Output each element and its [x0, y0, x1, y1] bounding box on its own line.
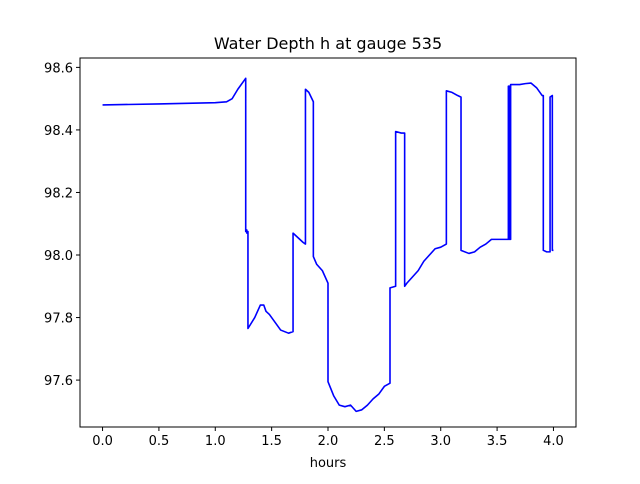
x-tick-label: 3.5: [487, 434, 508, 449]
chart-title: Water Depth h at gauge 535: [214, 34, 442, 53]
plot-area-frame: [79, 57, 577, 428]
series-layer: [102, 77, 554, 413]
y-tick-label: 97.8: [44, 312, 73, 327]
x-tick-label: 2.0: [318, 434, 339, 449]
series-line: [102, 77, 554, 413]
y-tick-label: 98.2: [44, 186, 73, 201]
x-tick-label: 0.5: [149, 434, 170, 449]
x-tick-label: 1.5: [261, 434, 282, 449]
y-tick-label: 97.6: [44, 374, 73, 389]
y-tick-label: 98.6: [44, 61, 73, 76]
x-tick-label: 2.5: [374, 434, 395, 449]
x-axis-label: hours: [310, 456, 347, 471]
x-tick-label: 4.0: [543, 434, 564, 449]
x-tick-label: 0.0: [92, 434, 113, 449]
x-tick-label: 3.0: [430, 434, 451, 449]
y-tick-label: 98.0: [44, 249, 73, 264]
x-tick-label: 1.0: [205, 434, 226, 449]
y-tick-label: 98.4: [44, 124, 73, 139]
ticks-layer: 0.0 0.5 1.0 1.5 2.0 2.5 3.0 3.5 4.0 97.6 97.8 98.0 9…: [44, 61, 564, 449]
